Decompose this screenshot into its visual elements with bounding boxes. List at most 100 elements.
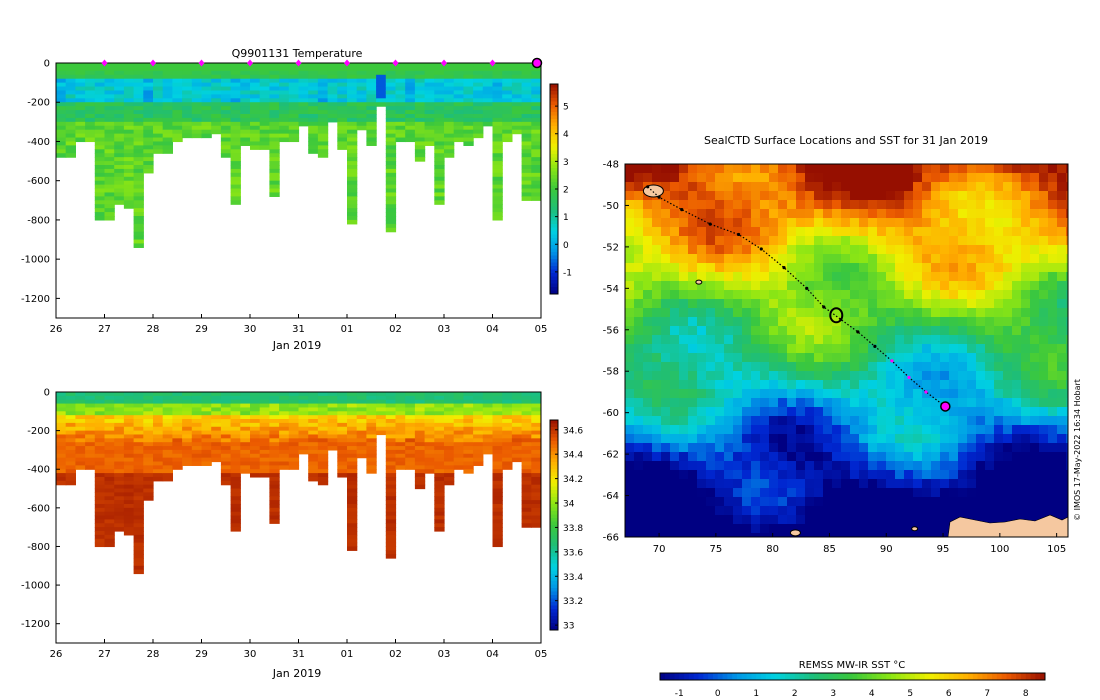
sst-cell: [868, 299, 878, 309]
heatmap-cell: [531, 149, 541, 154]
heatmap-cell: [133, 70, 144, 76]
sst-cell: [949, 290, 959, 300]
heatmap-cell: [133, 565, 144, 571]
heatmap-cell: [308, 430, 319, 436]
heatmap-cell: [104, 457, 115, 463]
heatmap-cell: [366, 392, 377, 397]
heatmap-cell: [531, 469, 541, 474]
heatmap-cell: [143, 461, 154, 466]
sst-cell: [760, 515, 770, 525]
sst-cell: [643, 380, 653, 390]
heatmap-cell: [531, 145, 541, 150]
sst-cell: [1012, 434, 1022, 444]
heatmap-cell: [434, 196, 445, 201]
sst-cell: [760, 317, 770, 327]
sst-cell: [697, 380, 707, 390]
heatmap-cell: [347, 141, 358, 146]
heatmap-cell: [298, 392, 309, 397]
heatmap-cell: [133, 125, 144, 131]
sst-cell: [1066, 425, 1068, 435]
heatmap-cell: [453, 117, 464, 123]
heatmap-cell: [162, 125, 173, 131]
sst-cell: [778, 515, 788, 525]
sst-cell: [949, 317, 959, 327]
heatmap-cell: [94, 141, 106, 146]
heatmap-cell: [182, 430, 193, 436]
sst-cell: [787, 434, 797, 444]
heatmap-cell: [385, 515, 397, 521]
heatmap-cell: [347, 168, 358, 174]
sst-cell: [994, 254, 1004, 264]
sst-cell: [670, 407, 680, 417]
sst-cell: [715, 191, 725, 201]
sst-cell: [859, 380, 869, 390]
sst-cell: [985, 371, 995, 381]
heatmap-cell: [492, 66, 503, 72]
sst-cell: [895, 371, 905, 381]
sst-cell: [850, 317, 860, 327]
sst-cell: [967, 209, 977, 219]
sst-cell: [850, 479, 860, 489]
sst-cell: [688, 353, 698, 363]
heatmap-cell: [94, 538, 106, 544]
heatmap-cell: [511, 82, 523, 88]
heatmap-cell: [201, 114, 212, 119]
colorbar-segment: [550, 161, 558, 165]
heatmap-cell: [104, 133, 115, 139]
heatmap-cell: [75, 461, 86, 466]
colorbar-segment: [550, 483, 558, 487]
sst-cell: [949, 218, 959, 228]
heatmap-cell: [385, 70, 397, 76]
heatmap-cell: [220, 141, 232, 146]
heatmap-cell: [502, 449, 513, 455]
heatmap-cell: [395, 426, 406, 432]
heatmap-cell: [143, 422, 154, 428]
sst-cell: [778, 443, 788, 453]
heatmap-cell: [521, 184, 532, 190]
colorbar-segment: [550, 276, 558, 281]
sst-cell: [670, 254, 680, 264]
heatmap-cell: [376, 415, 387, 420]
sst-cell: [868, 227, 878, 237]
heatmap-cell: [114, 442, 125, 447]
heatmap-cell: [414, 145, 426, 150]
heatmap-cell: [395, 430, 406, 436]
sst-cell: [769, 254, 779, 264]
heatmap-cell: [405, 82, 416, 88]
heatmap-cell: [220, 442, 232, 447]
heatmap-cell: [182, 392, 193, 397]
sst-cell: [904, 173, 914, 183]
heatmap-cell: [308, 74, 319, 80]
heatmap-cell: [230, 511, 241, 517]
sst-cell: [778, 497, 788, 507]
sst-cell: [1066, 200, 1068, 210]
sst-cell: [661, 443, 671, 453]
heatmap-cell: [94, 419, 106, 424]
heatmap-cell: [182, 395, 193, 401]
heatmap-cell: [172, 457, 183, 463]
heatmap-cell: [356, 415, 367, 420]
heatmap-cell: [531, 419, 541, 424]
x-tick-label: 02: [389, 649, 402, 660]
heatmap-cell: [531, 484, 541, 490]
sst-cell: [670, 290, 680, 300]
heatmap-cell: [259, 86, 270, 92]
heatmap-cell: [385, 172, 397, 178]
sst-cell: [787, 479, 797, 489]
sst-cell: [877, 209, 887, 219]
sst-cell: [985, 470, 995, 480]
sst-cell: [688, 398, 698, 408]
sst-colorbar-segment: [789, 673, 796, 680]
sst-cell: [1039, 362, 1049, 372]
heatmap-cell: [308, 78, 319, 84]
sst-cell: [688, 200, 698, 210]
colorbar-segment: [550, 241, 558, 246]
heatmap-cell: [133, 546, 144, 551]
heatmap-cell: [133, 74, 144, 80]
heatmap-cell: [114, 469, 125, 474]
heatmap-cell: [172, 94, 183, 99]
heatmap-cell: [123, 66, 135, 72]
sst-cell: [796, 227, 806, 237]
sst-cell: [661, 299, 671, 309]
heatmap-cell: [56, 407, 67, 412]
